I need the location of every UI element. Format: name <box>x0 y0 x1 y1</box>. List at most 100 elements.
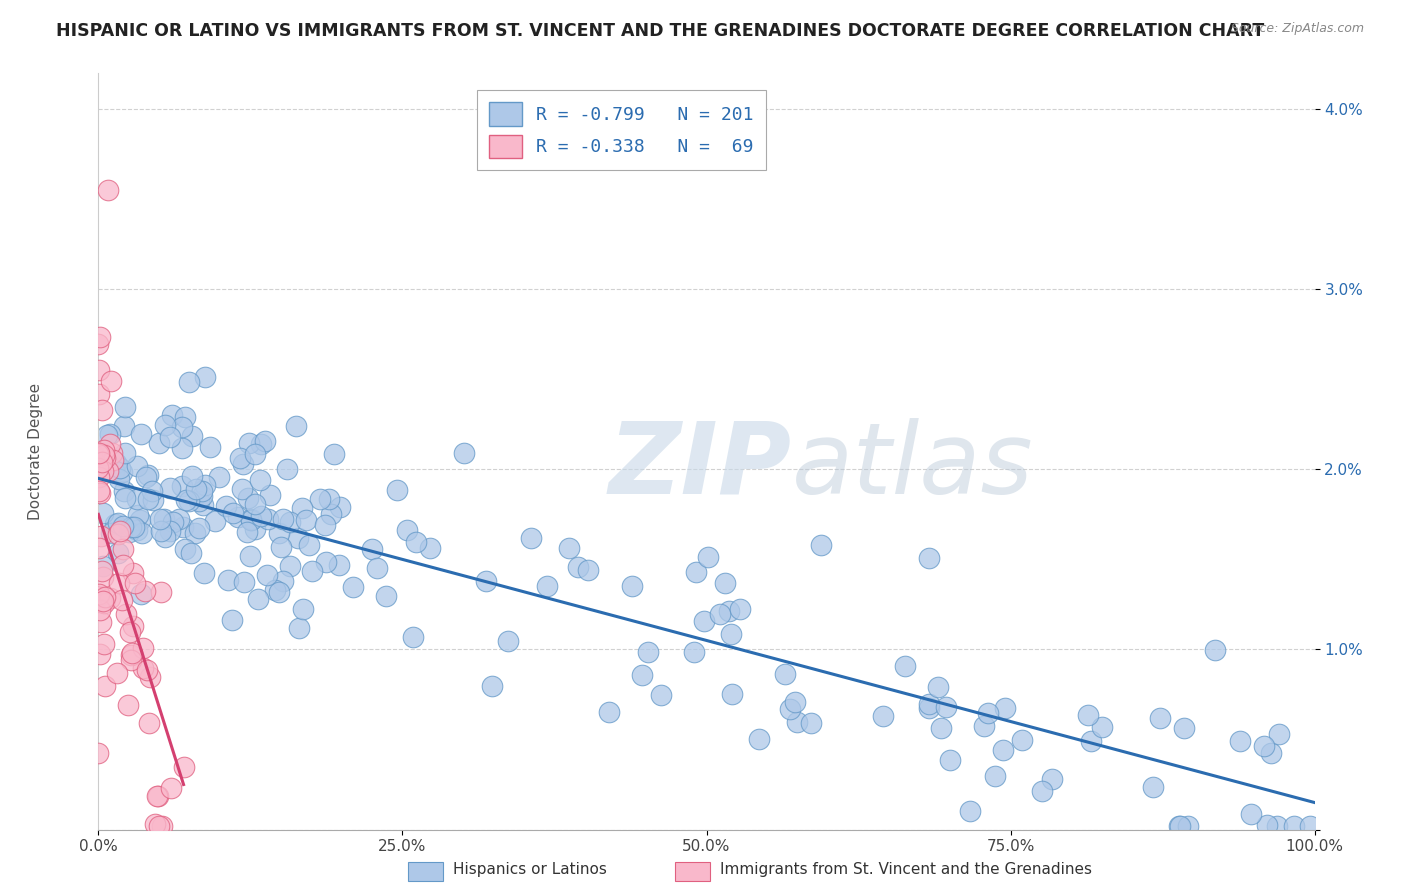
Point <box>650 689 672 703</box>
Point <box>637 645 659 659</box>
Point <box>121 653 143 667</box>
Point <box>298 538 321 552</box>
Point <box>122 566 145 580</box>
Point <box>917 551 939 566</box>
Point <box>138 492 160 507</box>
Point <box>314 518 336 533</box>
Point <box>810 538 832 552</box>
Point <box>111 519 134 533</box>
Point <box>89 486 111 500</box>
Point <box>718 604 741 618</box>
Point <box>191 489 214 503</box>
Point <box>232 457 254 471</box>
Point <box>107 546 129 560</box>
Point <box>785 695 807 709</box>
Point <box>90 564 112 578</box>
Point <box>174 493 197 508</box>
Point <box>97 464 120 478</box>
Point <box>250 437 273 451</box>
Point <box>291 500 314 515</box>
Point <box>129 513 152 527</box>
Point <box>162 515 184 529</box>
Point <box>87 541 110 555</box>
Point <box>94 590 117 604</box>
Point <box>973 718 995 732</box>
Point <box>232 574 254 589</box>
Point <box>994 701 1017 715</box>
Point <box>188 494 211 508</box>
Text: ZIP: ZIP <box>609 418 792 515</box>
Point <box>329 500 352 514</box>
Point <box>256 567 278 582</box>
Point <box>132 640 155 655</box>
Point <box>89 387 111 401</box>
Point <box>141 483 163 498</box>
Point <box>180 429 202 443</box>
Point <box>1173 721 1195 735</box>
Point <box>105 666 128 681</box>
Point <box>631 668 654 682</box>
Point <box>170 420 193 434</box>
Point <box>172 479 194 493</box>
Point <box>1268 727 1291 741</box>
Point <box>918 701 941 715</box>
Point <box>271 574 294 588</box>
Point <box>100 526 122 541</box>
Point <box>111 542 134 557</box>
Point <box>328 558 350 572</box>
Point <box>143 817 166 831</box>
Point <box>786 715 808 730</box>
Point <box>194 477 217 491</box>
Point <box>360 541 382 556</box>
Point <box>136 468 159 483</box>
Point <box>872 709 894 723</box>
Text: atlas: atlas <box>792 418 1033 515</box>
Point <box>276 462 298 476</box>
Point <box>1299 819 1322 833</box>
Point <box>160 408 183 422</box>
Point <box>100 375 122 389</box>
Point <box>153 530 176 544</box>
Point <box>159 429 181 443</box>
Point <box>287 531 309 545</box>
Point <box>193 566 215 580</box>
Point <box>1253 739 1275 753</box>
Point <box>243 497 266 511</box>
Point <box>243 447 266 461</box>
Point <box>387 483 409 498</box>
Point <box>98 591 121 606</box>
Point <box>120 520 142 534</box>
Point <box>87 447 110 461</box>
Point <box>91 594 114 608</box>
Point <box>693 614 716 628</box>
Point <box>285 418 308 433</box>
Point <box>129 426 152 441</box>
Point <box>174 409 197 424</box>
Point <box>87 746 110 760</box>
Point <box>90 529 112 543</box>
Point <box>89 330 111 344</box>
Point <box>1142 780 1164 794</box>
Point <box>1240 807 1263 822</box>
Point <box>402 630 425 644</box>
Point <box>97 183 120 197</box>
Point <box>112 418 135 433</box>
Point <box>730 602 752 616</box>
Point <box>139 670 162 684</box>
Point <box>150 584 173 599</box>
Point <box>90 455 112 469</box>
Point <box>683 645 706 659</box>
Point <box>114 484 136 499</box>
Point <box>87 589 110 603</box>
Point <box>231 482 253 496</box>
Point <box>188 521 211 535</box>
Point <box>1265 819 1288 833</box>
Point <box>240 513 263 527</box>
Point <box>1168 819 1191 833</box>
Point <box>94 450 117 465</box>
Point <box>179 493 201 508</box>
Point <box>894 658 917 673</box>
Point <box>475 574 498 589</box>
Point <box>93 596 115 610</box>
Point <box>1282 819 1305 833</box>
